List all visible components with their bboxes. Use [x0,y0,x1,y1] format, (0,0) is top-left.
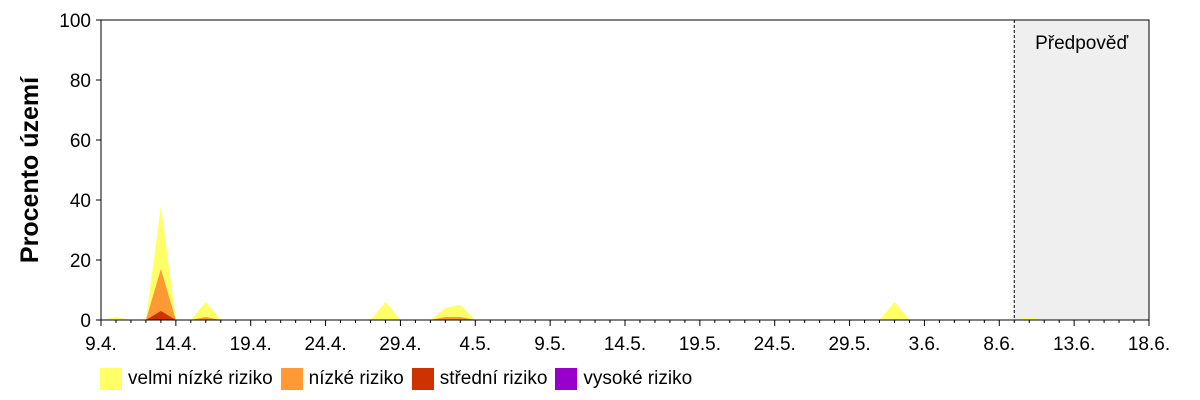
forecast-region [1014,20,1149,320]
legend-label: nízké riziko [308,368,404,389]
x-tick-label: 19.4. [230,334,272,355]
legend-swatch [100,368,122,390]
x-tick-label: 14.5. [604,334,646,355]
y-axis: 0 20 40 60 80 100 [59,11,101,332]
y-tick-label: 80 [70,71,91,92]
y-axis-label: Procento území [16,76,44,263]
x-tick-label: 19.5. [679,334,721,355]
x-tick-label: 14.4. [155,334,197,355]
y-tick-label: 60 [70,131,91,152]
x-tick-label: 4.5. [459,334,491,355]
x-tick-label: 24.5. [754,334,796,355]
legend-swatch [411,368,434,390]
legend-item: střední riziko [411,368,548,390]
x-tick-label: 8.6. [983,334,1015,355]
series-area-2 [101,311,191,320]
plot-frame [100,19,1150,321]
x-tick-label: 24.4. [304,334,346,355]
y-tick-label: 100 [59,11,91,32]
series-layer [101,206,1045,320]
legend-item: vysoké riziko [555,368,692,390]
x-tick-label: 13.6. [1053,334,1095,355]
legend-item: nízké riziko [280,368,404,390]
legend-label: vysoké riziko [583,368,693,389]
x-tick-label: 18.6. [1128,334,1170,355]
legend-swatch [280,368,303,390]
x-tick-label: 29.4. [379,334,421,355]
y-tick-label: 40 [70,191,91,212]
y-tick-label: 20 [70,251,91,272]
legend-label: střední riziko [439,368,548,389]
series-area-0 [101,206,1045,320]
x-tick-label: 3.6. [909,334,941,355]
y-tick-label: 0 [80,311,91,332]
x-tick-label: 9.4. [85,334,117,355]
forecast-label: Předpověď [1035,33,1128,54]
x-tick-label: 29.5. [828,334,870,355]
x-tick-label: 9.5. [534,334,566,355]
legend-label: velmi nízké riziko [128,368,273,389]
legend: velmi nízké riziko nízké riziko střední ri… [100,368,700,390]
x-axis: 9.4. 14.4. 19.4. 24.4. 29.4. 4.5. 9.5. 14.5. 19.… [85,320,1170,355]
legend-item: velmi nízké riziko [100,368,273,390]
legend-swatch [555,368,578,390]
